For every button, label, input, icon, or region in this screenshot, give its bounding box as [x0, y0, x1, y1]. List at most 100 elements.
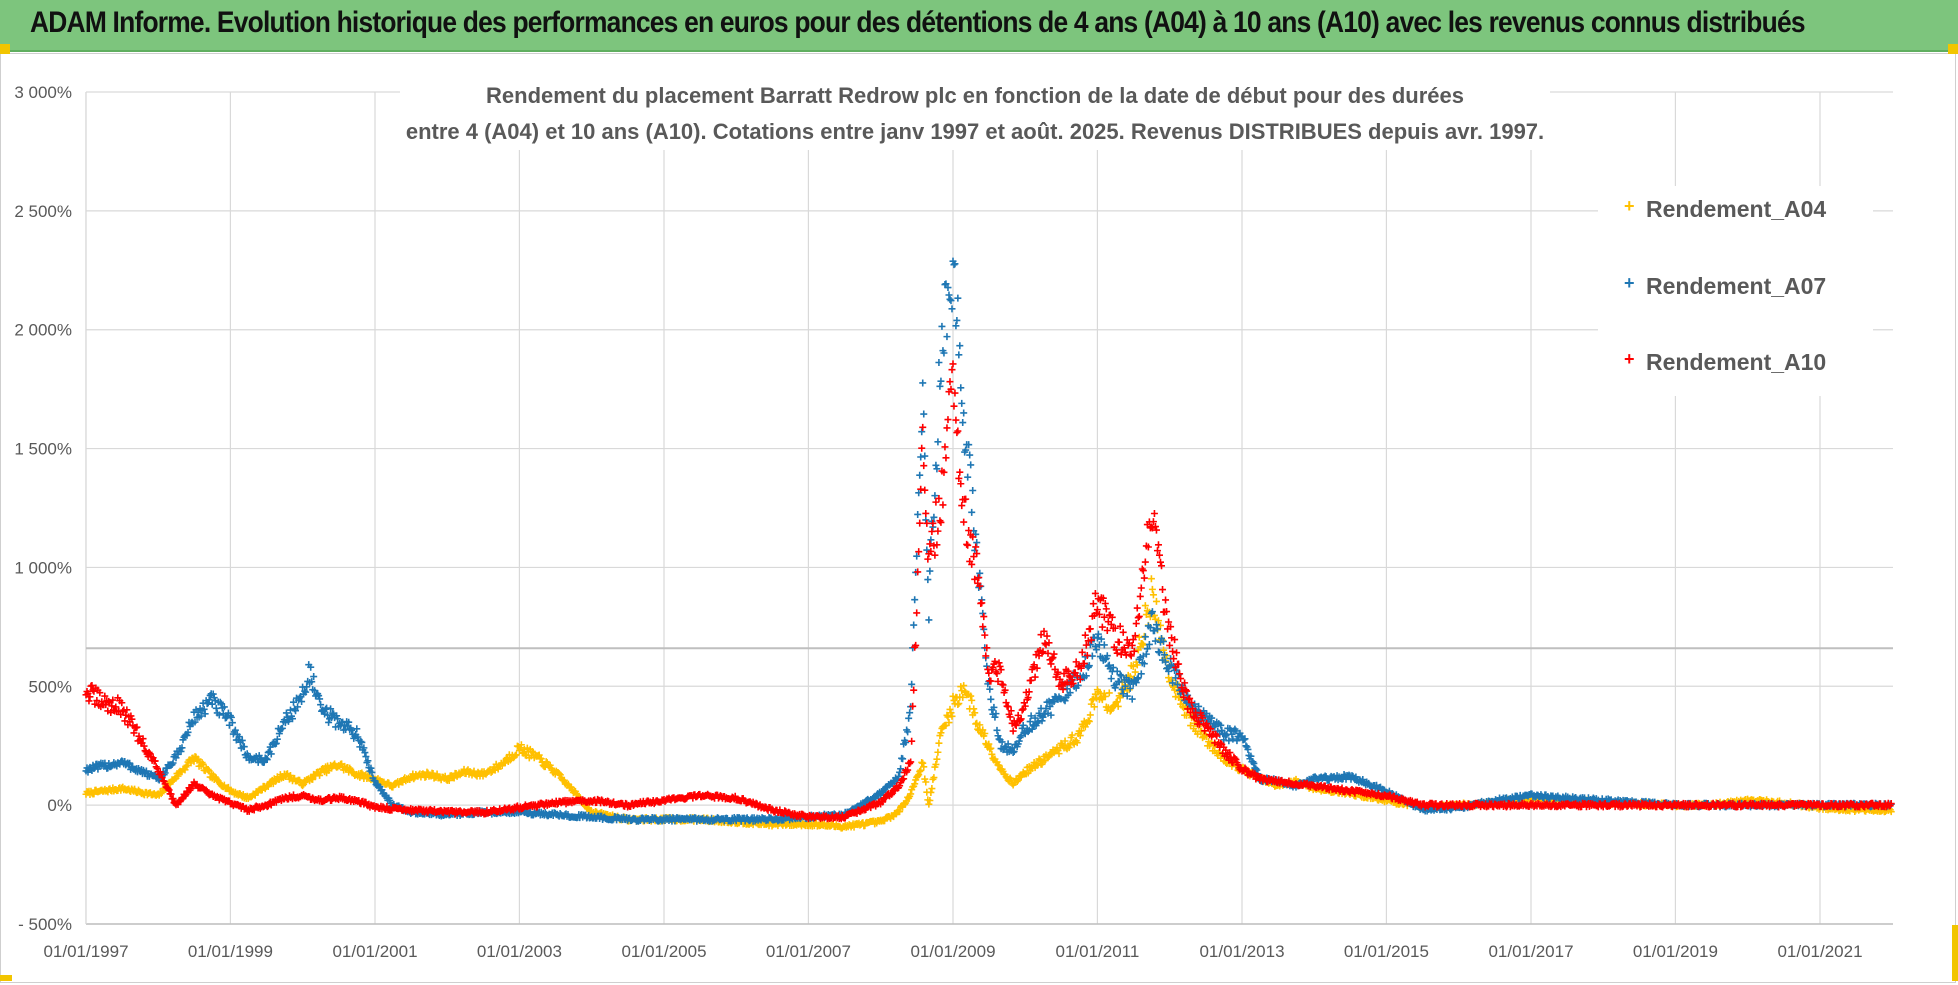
data-point — [936, 382, 944, 390]
data-point — [970, 705, 978, 713]
data-point — [946, 295, 954, 303]
data-point — [1044, 649, 1052, 657]
data-point — [278, 724, 286, 732]
data-point — [922, 509, 930, 517]
data-point — [1031, 714, 1039, 722]
data-point — [954, 701, 962, 709]
data-point — [1193, 714, 1201, 722]
data-point — [255, 752, 263, 760]
y-axis-tick-labels: - 500%0%500%1 000%1 500%2 000%2 500%3 00… — [14, 83, 72, 934]
data-point — [919, 759, 927, 767]
data-point — [1144, 543, 1152, 551]
data-point — [105, 697, 113, 705]
data-point — [1101, 655, 1109, 663]
data-point — [1066, 689, 1074, 697]
data-point — [1174, 681, 1182, 689]
data-point — [194, 708, 202, 716]
data-point — [1152, 526, 1160, 534]
data-point — [240, 743, 248, 751]
data-point — [947, 709, 955, 717]
data-point — [1180, 693, 1188, 701]
data-point — [1080, 660, 1088, 668]
data-point — [910, 686, 918, 694]
data-point — [945, 291, 953, 299]
data-point — [1047, 711, 1055, 719]
data-point — [1233, 737, 1241, 745]
data-point — [204, 766, 212, 774]
data-point — [209, 690, 217, 698]
data-point — [946, 378, 954, 386]
data-point — [327, 705, 335, 713]
data-point — [1009, 727, 1017, 735]
data-point — [1135, 633, 1143, 641]
data-point — [1208, 714, 1216, 722]
data-point — [238, 736, 246, 744]
data-point — [1100, 613, 1108, 621]
data-point — [931, 492, 939, 500]
data-point — [944, 284, 952, 292]
data-point — [995, 762, 1003, 770]
data-point — [1226, 749, 1234, 757]
data-point — [1087, 636, 1095, 644]
data-point — [1138, 565, 1146, 573]
data-point — [1157, 558, 1164, 566]
data-point — [94, 765, 102, 773]
data-point — [927, 536, 935, 544]
data-point — [905, 714, 913, 722]
data-point — [918, 444, 926, 452]
data-point — [954, 427, 962, 435]
data-point — [992, 710, 1000, 718]
data-point — [353, 725, 361, 733]
data-point — [1033, 664, 1041, 672]
x-tick-label: 01/01/2015 — [1344, 942, 1429, 961]
data-point — [937, 377, 945, 385]
data-point — [939, 501, 947, 509]
data-point — [1176, 670, 1184, 678]
data-point — [1231, 754, 1239, 762]
data-point — [971, 575, 979, 583]
x-tick-label: 01/01/1997 — [43, 942, 128, 961]
data-point — [955, 474, 963, 482]
data-point — [1141, 558, 1149, 566]
data-point — [919, 423, 927, 431]
data-point — [917, 453, 925, 461]
data-point — [1105, 661, 1113, 669]
data-point — [292, 707, 300, 715]
data-point — [930, 513, 938, 521]
data-point — [983, 644, 991, 652]
data-point — [1068, 676, 1076, 684]
data-point — [1074, 681, 1082, 689]
data-point — [1199, 714, 1207, 722]
data-point — [1222, 746, 1230, 754]
data-point — [288, 715, 296, 723]
corner-marker-bottom-right — [1952, 925, 1958, 981]
data-point — [975, 574, 983, 582]
data-point — [85, 697, 93, 705]
data-point — [512, 751, 520, 759]
data-point — [948, 305, 956, 313]
data-point — [934, 748, 942, 756]
data-point — [125, 760, 133, 768]
data-point — [1001, 686, 1009, 694]
data-point — [1100, 641, 1108, 649]
data-point — [1082, 641, 1090, 649]
data-point — [1081, 631, 1089, 639]
data-point — [925, 616, 933, 624]
data-point — [1153, 625, 1161, 633]
x-tick-label: 01/01/2019 — [1633, 942, 1718, 961]
x-tick-label: 01/01/2003 — [477, 942, 562, 961]
data-point — [1046, 702, 1054, 710]
data-point — [1082, 672, 1090, 680]
data-point — [957, 384, 965, 392]
data-point — [1119, 628, 1127, 636]
data-point — [1016, 716, 1024, 724]
data-point — [1189, 705, 1197, 713]
data-point — [1143, 645, 1151, 653]
data-point — [957, 480, 965, 488]
data-point — [927, 547, 935, 555]
data-point — [1083, 651, 1091, 659]
data-point — [151, 757, 159, 765]
data-point — [937, 518, 945, 526]
x-tick-label: 01/01/2013 — [1199, 942, 1284, 961]
data-point — [993, 670, 1001, 678]
